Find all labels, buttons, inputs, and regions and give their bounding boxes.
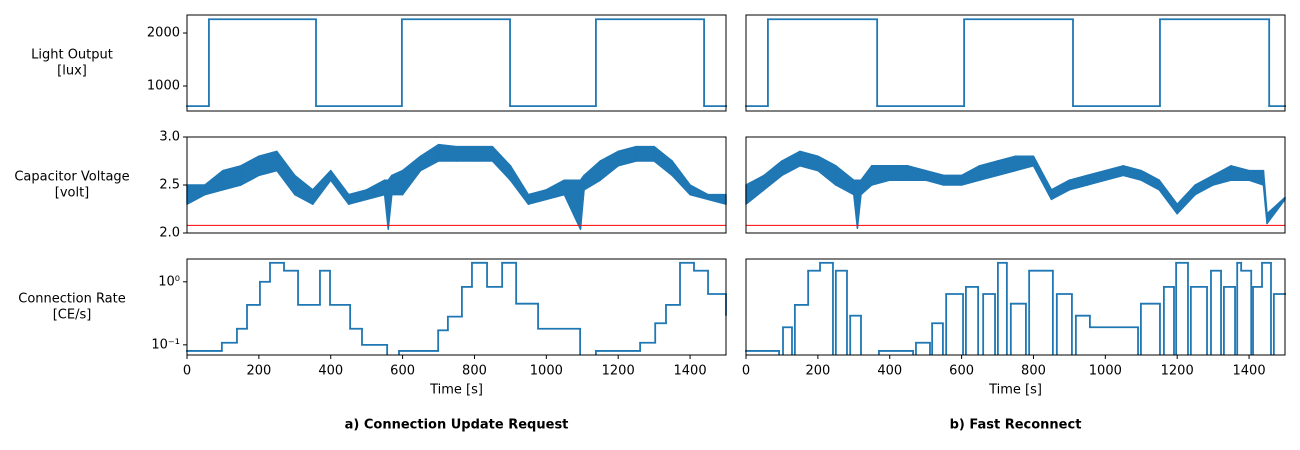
voltage-band (312, 169, 332, 205)
voltage-band (527, 189, 548, 205)
y-axis-label: Light Output (31, 48, 113, 63)
axes-frame (745, 258, 1286, 356)
voltage-band (583, 160, 601, 191)
voltage-band (745, 174, 765, 205)
axes-frame (745, 136, 1286, 234)
panel-caption: b) Fast Reconnect (950, 418, 1082, 433)
voltage-band (222, 165, 242, 191)
voltage-band (1158, 179, 1178, 215)
voltage-band (599, 150, 619, 181)
x-tick-label: 400 (877, 364, 902, 379)
voltage-band (545, 179, 566, 201)
x-axis-label: Time [s] (988, 383, 1042, 398)
voltage-band (455, 145, 476, 162)
voltage-band (1266, 196, 1286, 225)
voltage-band (689, 184, 709, 201)
voltage-band (906, 165, 927, 181)
voltage-band (1230, 165, 1250, 181)
y-tick-label: 10⁻¹ (151, 337, 180, 352)
voltage-band (391, 169, 404, 196)
voltage-band (617, 145, 637, 167)
voltage-band (1176, 184, 1196, 215)
x-tick-label: 1200 (1161, 364, 1194, 379)
voltage-band (860, 165, 873, 196)
voltage-band (817, 155, 837, 186)
voltage-band (347, 189, 368, 205)
voltage-band (835, 165, 855, 196)
voltage-band (978, 160, 999, 181)
y-axis-label: Capacitor Voltage (14, 170, 129, 185)
x-tick-label: 0 (742, 364, 750, 379)
voltage-band (653, 145, 673, 177)
voltage-band (1014, 155, 1035, 172)
voltage-band (996, 155, 1017, 177)
x-tick-label: 1400 (674, 364, 707, 379)
x-tick-label: 1000 (1089, 364, 1122, 379)
y-tick-label: 10⁰ (158, 274, 180, 289)
voltage-band (563, 179, 582, 230)
x-tick-label: 600 (390, 364, 415, 379)
x-tick-label: 400 (318, 364, 343, 379)
voltage-band (707, 193, 727, 205)
voltage-band (258, 150, 278, 177)
voltage-band (799, 150, 819, 172)
voltage-band (240, 155, 260, 186)
voltage-band (419, 143, 440, 172)
panel-caption: a) Connection Update Request (345, 418, 569, 433)
x-axis-label: Time [s] (429, 383, 483, 398)
voltage-band (509, 165, 530, 205)
axes-frame (186, 14, 727, 112)
x-tick-label: 200 (246, 364, 271, 379)
voltage-band (1086, 169, 1107, 186)
voltage-band (276, 150, 296, 196)
y-axis-label: [volt] (55, 186, 90, 201)
x-tick-label: 1200 (602, 364, 635, 379)
voltage-band (1212, 165, 1232, 186)
voltage-band (329, 169, 350, 205)
y-tick-label: 2000 (147, 26, 180, 41)
voltage-band (888, 165, 909, 181)
voltage-band (781, 150, 801, 177)
x-tick-label: 800 (1021, 364, 1046, 379)
voltage-band (473, 145, 494, 162)
x-tick-label: 0 (183, 364, 191, 379)
voltage-band (1050, 179, 1071, 201)
x-tick-label: 800 (462, 364, 487, 379)
voltage-band (763, 160, 783, 191)
voltage-band (1248, 169, 1265, 186)
y-tick-label: 3.0 (159, 130, 180, 145)
y-axis-label: Connection Rate (18, 292, 126, 307)
voltage-band (1104, 165, 1125, 181)
voltage-band (1032, 155, 1053, 201)
voltage-band (635, 145, 655, 162)
voltage-band (1194, 174, 1214, 196)
axes-frame (186, 258, 727, 356)
x-tick-label: 600 (949, 364, 974, 379)
voltage-band (437, 143, 458, 162)
voltage-band (671, 160, 691, 196)
y-axis-label: [lux] (57, 64, 87, 79)
y-tick-label: 2.5 (159, 178, 180, 193)
y-axis-label: [CE/s] (53, 308, 92, 323)
voltage-band (871, 165, 891, 186)
y-tick-label: 2.0 (159, 226, 180, 241)
voltage-band (960, 165, 981, 186)
axes-frame (745, 14, 1286, 112)
voltage-band (204, 169, 224, 196)
voltage-band (401, 155, 422, 196)
voltage-band (294, 174, 314, 205)
voltage-band (1140, 169, 1160, 191)
voltage-band (924, 169, 945, 186)
voltage-band (1068, 174, 1089, 191)
voltage-band (942, 174, 963, 186)
x-tick-label: 1400 (1233, 364, 1266, 379)
voltage-band (365, 179, 386, 201)
x-tick-label: 1000 (530, 364, 563, 379)
x-tick-label: 200 (805, 364, 830, 379)
y-tick-label: 1000 (147, 78, 180, 93)
voltage-band (186, 184, 206, 205)
voltage-band (1122, 165, 1143, 181)
voltage-band (491, 145, 512, 181)
